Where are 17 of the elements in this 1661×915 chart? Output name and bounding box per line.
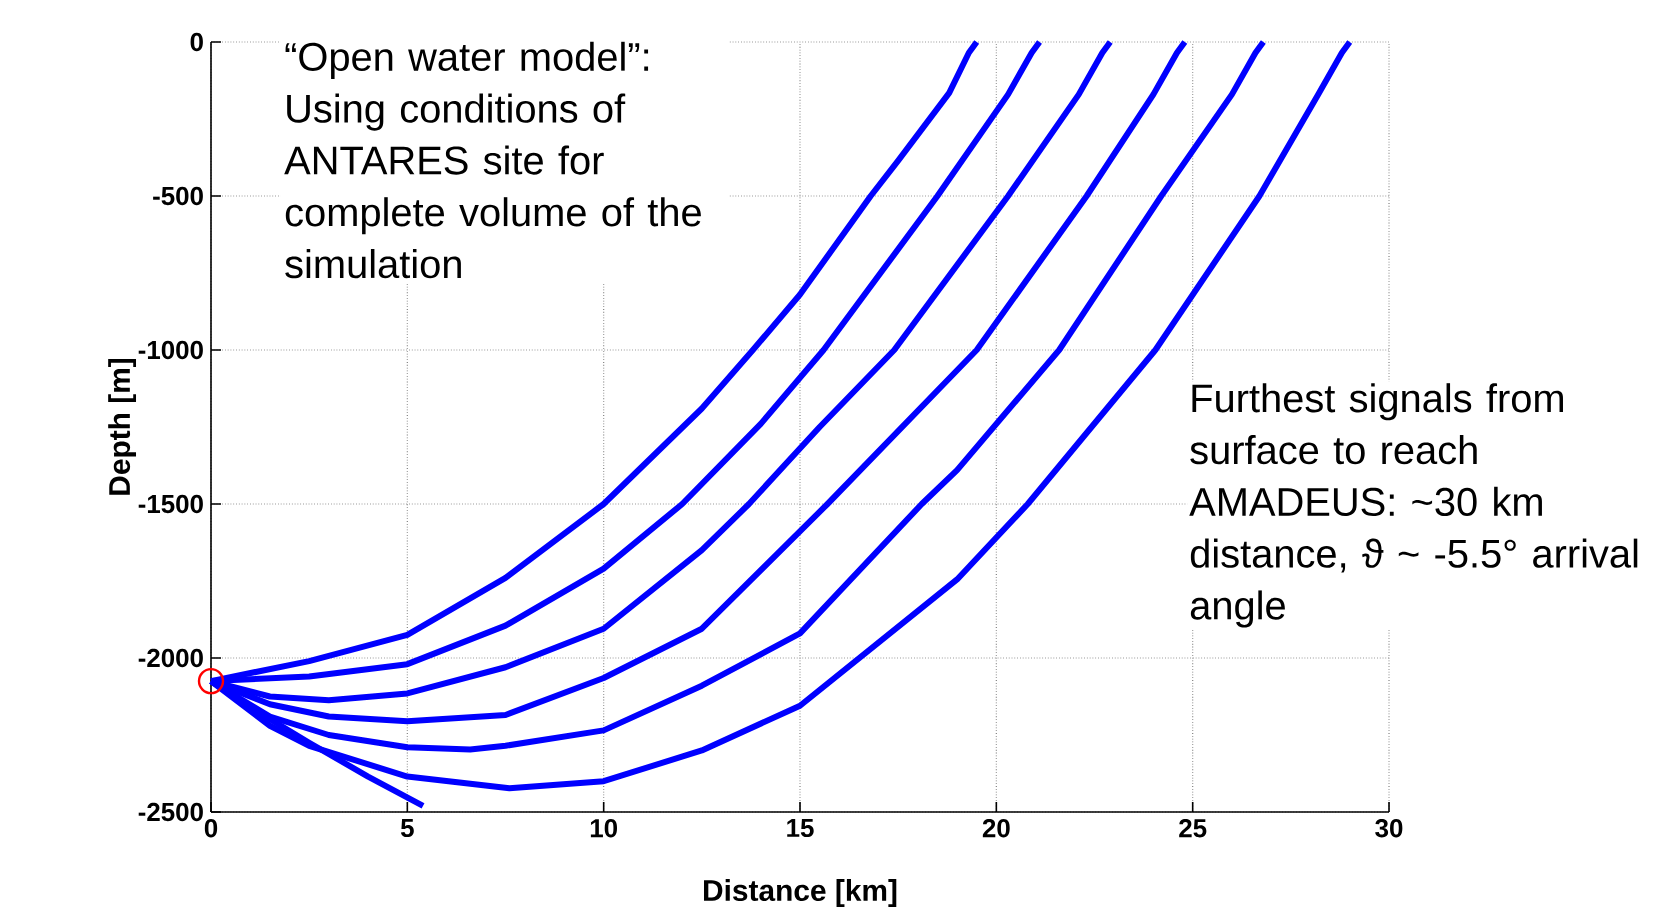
x-tick-label: 5 (400, 819, 414, 838)
y-axis-title: Depth [m] (108, 358, 137, 495)
x-axis-title: Distance [km] (704, 879, 897, 907)
y-tick-label: -500 (153, 186, 203, 206)
x-tick-label: 0 (204, 819, 218, 838)
x-tick-label: 25 (1179, 819, 1207, 838)
y-tick-label: 0 (190, 32, 203, 52)
y-tick-label: -2500 (138, 802, 203, 822)
annotation: Furthest signals from surface to reach AMADEUS: ~30 km distance, ϑ ~ -5.5° arrival angle (1189, 383, 1638, 628)
y-tick-label: -1500 (138, 494, 203, 514)
x-tick-label: 10 (590, 819, 618, 838)
y-tick-label: -2000 (138, 648, 203, 668)
x-tick-label: 20 (982, 819, 1010, 838)
y-tick-label: -1000 (138, 340, 203, 360)
x-tick-label: 15 (787, 819, 814, 838)
x-tick-label: 30 (1375, 819, 1403, 838)
annotation: “Open water model”: Using conditions of ANTARES site for complete volume of the simulation (284, 41, 701, 279)
